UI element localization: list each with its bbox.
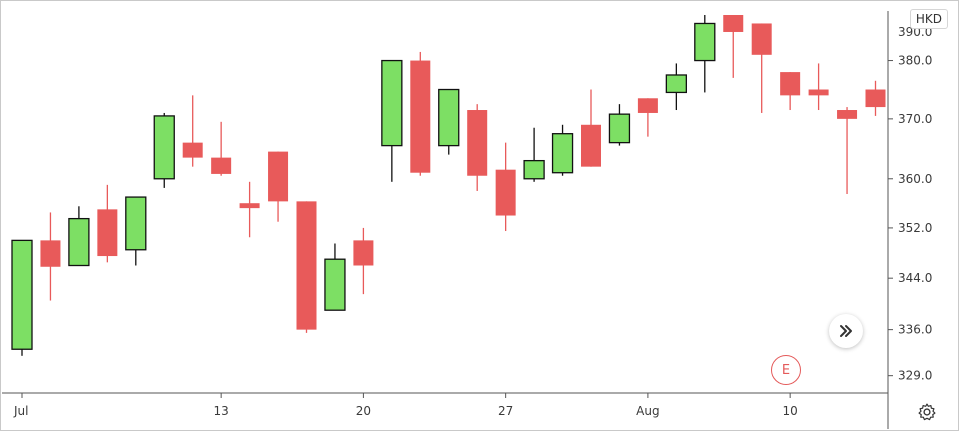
x-tick-label: 13 <box>214 404 229 418</box>
candle-body <box>153 115 175 180</box>
candle-body <box>837 110 858 119</box>
y-tick-label: 344.0 <box>898 271 932 285</box>
y-tick-label: 360.0 <box>898 172 932 186</box>
candle-body <box>723 15 744 32</box>
candle-body <box>97 209 118 257</box>
candle[interactable] <box>40 212 61 301</box>
candle-body <box>523 159 545 180</box>
earnings-event-marker[interactable]: E <box>771 355 801 385</box>
candle[interactable] <box>665 63 687 111</box>
candle[interactable] <box>296 201 317 333</box>
candle-body <box>780 72 801 96</box>
candle-body <box>637 98 658 113</box>
candle-body <box>40 240 61 267</box>
candle[interactable] <box>211 121 232 176</box>
candle[interactable] <box>125 196 147 266</box>
candle-body <box>182 142 203 158</box>
x-tick-label: 10 <box>783 404 798 418</box>
candle[interactable] <box>608 104 631 146</box>
candle[interactable] <box>551 124 574 176</box>
candle[interactable] <box>268 151 289 222</box>
candle-body <box>694 22 716 62</box>
candle[interactable] <box>694 15 716 93</box>
candle-body <box>410 60 431 173</box>
candle-body <box>125 196 147 251</box>
currency-badge: HKD <box>909 9 948 29</box>
candle[interactable] <box>751 23 772 113</box>
candle[interactable] <box>182 95 203 167</box>
candle-body <box>551 133 574 174</box>
candle[interactable] <box>495 142 516 232</box>
candle-body <box>296 201 317 330</box>
candle-body <box>581 124 601 167</box>
candle-body <box>865 89 886 108</box>
candle[interactable] <box>808 63 829 111</box>
y-tick-label: 329.0 <box>898 369 932 383</box>
candle-body <box>665 74 687 94</box>
candle[interactable] <box>11 239 33 356</box>
x-tick-label: Jul <box>13 404 28 418</box>
candle-body <box>353 240 374 266</box>
candle[interactable] <box>837 107 858 195</box>
candle-body <box>608 113 631 144</box>
candle[interactable] <box>523 127 545 182</box>
candle-body <box>381 59 403 147</box>
candle[interactable] <box>381 59 403 182</box>
candle[interactable] <box>410 51 431 176</box>
candle[interactable] <box>723 15 744 78</box>
candle[interactable] <box>780 72 801 111</box>
candle[interactable] <box>97 184 118 263</box>
x-tick-label: Aug <box>636 404 659 418</box>
candle[interactable] <box>239 181 260 238</box>
gear-icon <box>918 403 936 421</box>
candle-body <box>495 169 516 216</box>
candle[interactable] <box>467 104 488 191</box>
y-tick-label: 370.0 <box>898 112 932 126</box>
candle-body <box>11 239 33 350</box>
candle-body <box>467 110 488 176</box>
candle-body <box>438 88 460 147</box>
chart-settings-button[interactable] <box>915 400 939 424</box>
candle[interactable] <box>153 112 175 188</box>
scroll-to-realtime-button[interactable] <box>829 314 863 348</box>
candle-body <box>68 217 90 267</box>
candle-body <box>808 89 829 96</box>
candle-body <box>239 203 260 209</box>
candle[interactable] <box>438 88 460 155</box>
candle-body <box>324 258 346 311</box>
x-tick-label: 20 <box>356 404 371 418</box>
x-tick-label: 27 <box>498 404 513 418</box>
candle[interactable] <box>637 98 658 137</box>
candle-body <box>268 151 289 202</box>
candle[interactable] <box>68 206 90 267</box>
candle[interactable] <box>865 80 886 116</box>
candle-body <box>211 157 232 174</box>
candle[interactable] <box>324 243 346 311</box>
y-tick-label: 352.0 <box>898 221 932 235</box>
y-tick-label: 336.0 <box>898 323 932 337</box>
chevron-double-right-icon <box>840 325 852 337</box>
y-tick-label: 380.0 <box>898 54 932 68</box>
candle[interactable] <box>581 89 601 167</box>
candle[interactable] <box>353 227 374 295</box>
candle-body <box>751 23 772 55</box>
